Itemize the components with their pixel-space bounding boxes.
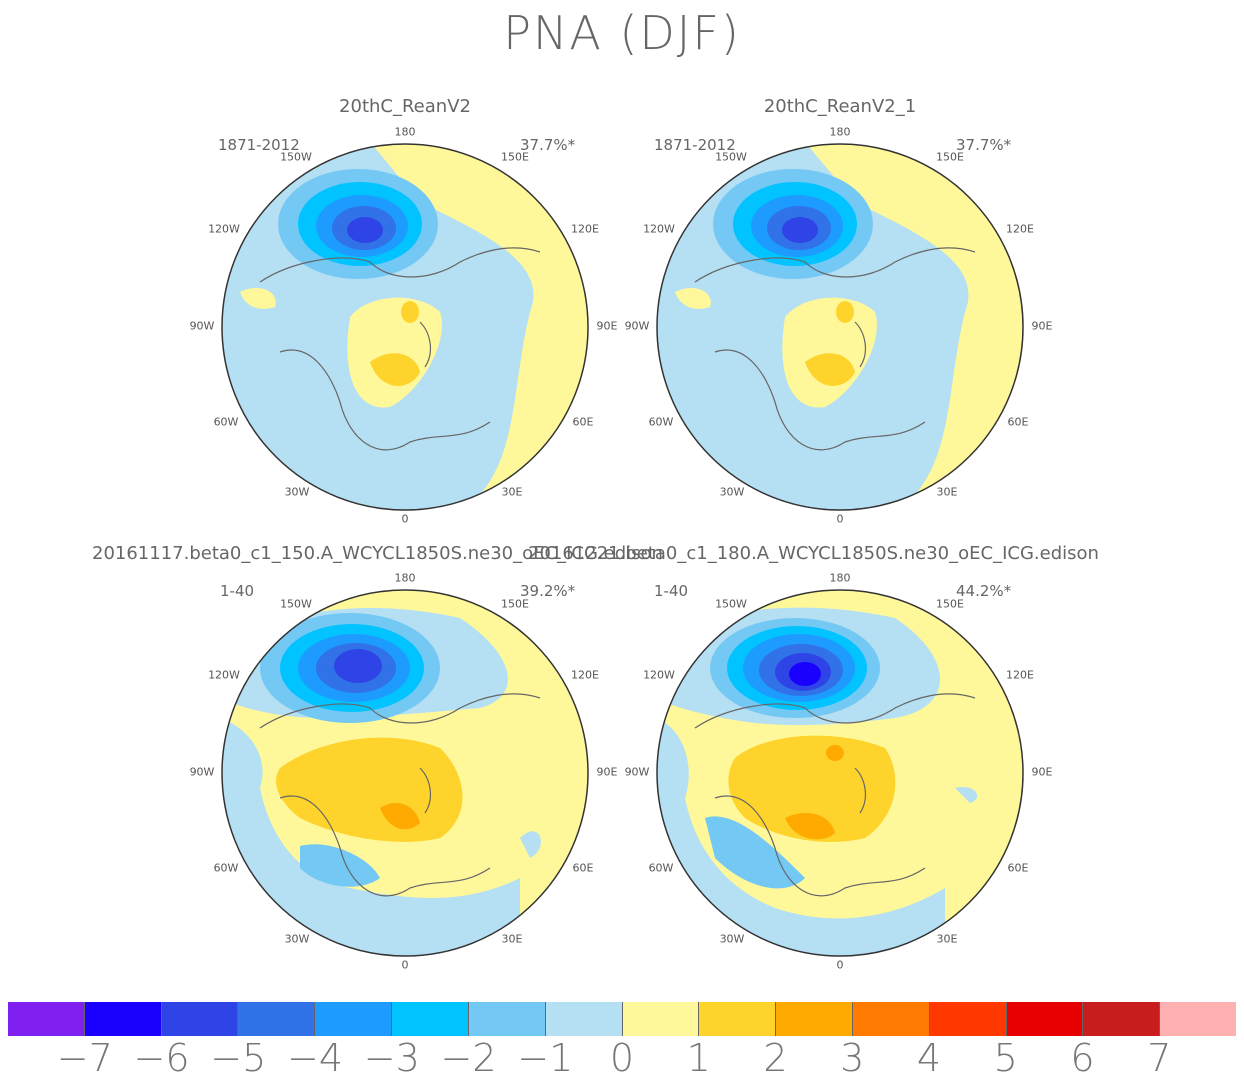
lon-label-0: 0 [836,958,844,972]
colorbar-tick-label: 0 [609,1036,635,1080]
lon-label-30e: 30E [501,485,523,499]
colorbar-swatch [314,1002,392,1036]
lon-label-180: 180 [829,571,851,585]
lon-label-0: 0 [836,512,844,526]
colorbar-tick-label: 3 [840,1036,865,1080]
panel-variance-1: 37.7%* [520,136,576,154]
colorbar-tick-label: 2 [763,1036,788,1080]
colorbar-swatch [391,1002,468,1036]
lon-label-0: 0 [401,958,409,972]
lon-label-30e: 30E [501,932,523,946]
lon-label-30e: 30E [936,932,958,946]
lon-label-150e: 150E [501,150,529,164]
colorbar-swatch [775,1002,852,1036]
panel-variance-2: 37.7%* [956,136,1012,154]
lon-label-150w: 150W [715,150,747,164]
colorbar-tick-label: 4 [916,1036,942,1080]
colorbar-swatch [851,1002,929,1036]
lon-label-90w: 90W [624,765,650,779]
colorbar [8,1002,1236,1036]
lon-label-120e: 120E [1006,222,1034,236]
lon-label-60w: 60W [648,861,674,875]
lon-label-60w: 60W [648,415,674,429]
lon-label-150w: 150W [280,150,312,164]
polar-map-2 [656,143,1024,511]
colorbar-tick-label: 7 [1147,1036,1172,1080]
lon-label-150w: 150W [715,597,747,611]
panel-period-3: 1-40 [220,582,255,600]
lon-label-30w: 30W [284,932,310,946]
lon-label-150e: 150E [936,150,964,164]
lon-label-90e: 90E [596,319,618,333]
lon-label-30w: 30W [719,932,745,946]
lon-label-30w: 30W [719,485,745,499]
lon-label-60e: 60E [1007,861,1029,875]
lon-label-120e: 120E [571,222,599,236]
colorbar-tick-label: −3 [363,1036,420,1080]
panel-variance-4: 44.2%* [956,582,1012,600]
colorbar-swatch [544,1002,622,1036]
colorbar-tick-label: −5 [210,1036,267,1080]
lon-label-180: 180 [394,571,416,585]
lon-label-150e: 150E [501,597,529,611]
lon-label-90e: 90E [1031,765,1053,779]
lon-label-90w: 90W [189,319,215,333]
colorbar-tick-label: 5 [993,1036,1018,1080]
lon-label-90e: 90E [1031,319,1053,333]
colorbar-swatch [1082,1002,1160,1036]
colorbar-swatch [928,1002,1006,1036]
lon-label-60e: 60E [572,415,594,429]
lon-label-60e: 60E [572,861,594,875]
lon-label-120w: 120W [208,668,240,682]
polar-map-4 [656,589,1024,957]
polar-map-3 [221,589,589,957]
lon-label-120e: 120E [1006,668,1034,682]
colorbar-tick-label: −2 [440,1036,497,1080]
panel-period-2: 1871-2012 [654,136,736,154]
lon-label-60w: 60W [213,415,239,429]
colorbar-swatch [467,1002,545,1036]
lon-label-60e: 60E [1007,415,1029,429]
lon-label-90w: 90W [189,765,215,779]
lon-label-120w: 120W [643,668,675,682]
lon-label-90w: 90W [624,319,650,333]
lon-label-90e: 90E [596,765,618,779]
panel-title-4: 20161221.beta0_c1_180.A_WCYCL1850S.ne30_… [528,543,1099,564]
panel-period-4: 1-40 [654,582,689,600]
lon-label-120w: 120W [643,222,675,236]
lon-label-150e: 150E [936,597,964,611]
colorbar-tick-label: 6 [1070,1036,1095,1080]
colorbar-tick-label: −1 [517,1036,574,1080]
polar-map-1 [221,143,589,511]
lon-label-180: 180 [829,125,851,139]
panel-title-3: 20161117.beta0_c1_150.A_WCYCL1850S.ne30_… [92,543,663,564]
lon-label-0: 0 [401,512,409,526]
colorbar-tick-label: −4 [286,1036,344,1080]
main-title: PNA (DJF) [503,6,741,60]
colorbar-swatch [83,1002,161,1036]
lon-label-150w: 150W [280,597,312,611]
panel-title-1: 20thC_ReanV2 [339,96,471,117]
colorbar-swatch [237,1002,315,1036]
lon-label-120w: 120W [208,222,240,236]
lon-label-30w: 30W [284,485,310,499]
panel-variance-3: 39.2%* [520,582,576,600]
colorbar-swatch [1005,1002,1083,1036]
colorbar-swatch [8,1002,84,1036]
colorbar-swatch [1159,1002,1236,1036]
colorbar-tick-label: −6 [133,1036,190,1080]
lon-label-30e: 30E [936,485,958,499]
lon-label-60w: 60W [213,861,239,875]
colorbar-swatch [698,1002,776,1036]
colorbar-swatch [621,1002,699,1036]
colorbar-tick-label: 1 [686,1036,711,1080]
colorbar-swatch [160,1002,238,1036]
colorbar-tick-label: −7 [56,1036,113,1080]
panel-title-2: 20thC_ReanV2_1 [763,96,917,117]
lon-label-180: 180 [394,125,416,139]
lon-label-120e: 120E [571,668,599,682]
panel-period-1: 1871-2012 [218,136,300,154]
